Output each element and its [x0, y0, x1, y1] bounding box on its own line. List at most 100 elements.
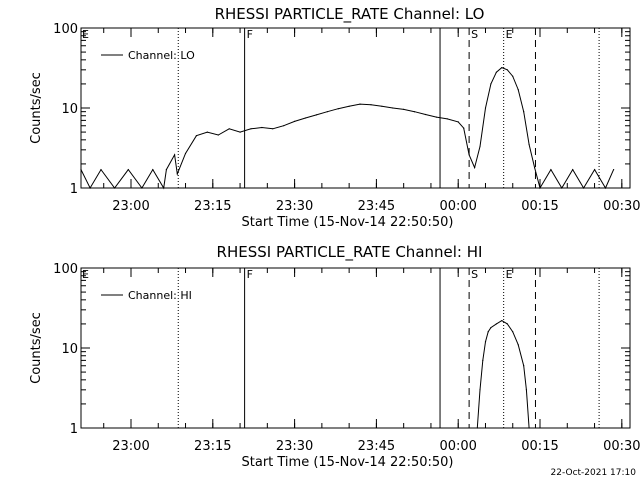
data-point	[594, 169, 596, 171]
data-point	[572, 169, 574, 171]
x-tick-label: 23:45	[358, 199, 395, 214]
data-point	[283, 125, 285, 127]
y-tick-label: 1	[70, 182, 78, 197]
data-point	[495, 323, 497, 325]
data-point	[206, 131, 208, 133]
x-tick-label: 23:45	[358, 439, 395, 454]
data-point	[550, 169, 552, 171]
x-tick-label: 00:00	[439, 199, 476, 214]
x-tick-label: 00:00	[439, 439, 476, 454]
data-point	[272, 128, 274, 130]
y-tick-label: 10	[61, 342, 78, 357]
data-point	[100, 169, 102, 171]
data-point	[613, 169, 615, 171]
data-point	[495, 71, 497, 73]
data-point	[89, 187, 91, 189]
data-point	[501, 320, 503, 322]
data-point	[261, 126, 263, 129]
x-tick-label: 00:30	[603, 439, 640, 454]
data-point	[435, 116, 437, 118]
y-axis-label: Counts/sec	[29, 312, 44, 384]
chart-title: RHESSI PARTICLE_RATE Channel: HI	[217, 243, 483, 262]
legend-label: Channel: HI	[128, 289, 192, 302]
data-point	[479, 145, 481, 148]
x-tick-label: 23:00	[112, 439, 149, 454]
y-axis: 1 10 100	[53, 22, 630, 197]
event-line-label: E	[506, 28, 513, 41]
corner-label: E	[82, 28, 89, 41]
event-line-label: F	[247, 268, 253, 281]
event-line-label: E	[506, 268, 513, 281]
x-axis-label: Start Time (15-Nov-14 22:50:50)	[242, 455, 454, 470]
data-point	[141, 187, 143, 189]
data-point	[315, 114, 317, 116]
data-point	[184, 152, 187, 155]
data-point	[228, 128, 230, 130]
data-point	[348, 105, 350, 107]
y-tick-label: 1	[70, 422, 78, 437]
data-point	[174, 154, 176, 156]
x-tick-label: 23:30	[276, 439, 313, 454]
data-point	[392, 107, 394, 109]
event-line-label: S	[471, 268, 478, 281]
x-tick-label: 23:15	[194, 439, 231, 454]
x-tick-label: 00:30	[603, 199, 640, 214]
data-point	[294, 120, 296, 122]
y-axis-label: Counts/sec	[29, 72, 44, 144]
data-point	[501, 67, 503, 69]
data-point	[512, 331, 514, 333]
chart-panel-1: RHESSI PARTICLE_RATE Channel: LO 1 10 100 Co…	[29, 5, 640, 230]
data-point	[525, 389, 528, 391]
data-point	[539, 187, 541, 189]
event-line-label: S	[471, 28, 478, 41]
x-tick-label: 23:00	[112, 199, 149, 214]
data-point	[487, 331, 489, 333]
data-point	[517, 344, 519, 346]
data-point	[370, 104, 372, 106]
y-tick-label: 10	[61, 102, 78, 117]
data-point	[163, 187, 165, 189]
data-point	[468, 154, 470, 156]
data-point	[152, 169, 154, 171]
data-point	[127, 169, 129, 171]
data-point	[484, 341, 487, 343]
x-tick-label: 23:15	[194, 199, 231, 214]
series-line	[476, 320, 530, 429]
x-axis: 23:00 23:15 23:30 23:45 00:00 00:15 00:30	[103, 28, 640, 214]
data-point	[476, 427, 478, 429]
data-point	[304, 117, 307, 119]
x-tick-label: 23:30	[276, 199, 313, 214]
data-point	[403, 108, 405, 110]
chart-panel-2: RHESSI PARTICLE_RATE Channel: HI 1 10 100 Co…	[29, 243, 640, 470]
data-point	[195, 135, 197, 137]
data-point	[517, 89, 519, 91]
data-point	[114, 187, 116, 189]
x-axis: 23:00 23:15 23:30 23:45 00:00 00:15 00:30	[103, 268, 640, 454]
data-point	[414, 111, 416, 113]
data-point	[457, 121, 459, 123]
x-tick-label: 00:15	[521, 439, 558, 454]
data-point	[381, 105, 383, 107]
data-point	[446, 118, 448, 120]
x-axis-label: Start Time (15-Nov-14 22:50:50)	[242, 215, 454, 230]
data-point	[528, 427, 530, 429]
data-point	[506, 69, 508, 71]
data-point	[490, 83, 492, 85]
y-tick-label: 100	[53, 262, 78, 277]
data-point	[165, 169, 167, 171]
data-point	[479, 389, 481, 391]
corner-label: E	[82, 268, 89, 281]
data-point	[512, 75, 514, 77]
data-point	[326, 111, 328, 113]
chart-title: RHESSI PARTICLE_RATE Channel: LO	[215, 5, 485, 24]
data-point	[474, 167, 476, 169]
data-point	[604, 187, 607, 189]
data-point	[583, 187, 585, 189]
data-point	[490, 327, 492, 329]
data-point	[217, 134, 219, 136]
